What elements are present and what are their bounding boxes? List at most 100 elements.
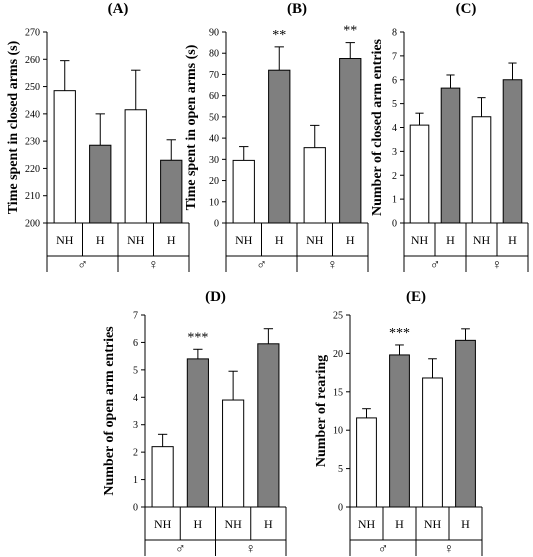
y-tick-label: 1: [133, 475, 138, 486]
y-tick-label: 5: [392, 99, 397, 110]
y-tick-label: 20: [333, 349, 343, 360]
x-tick-label: H: [395, 517, 404, 531]
chart-panel-5: (E) 0 5 10 15 20 25 Number of rearing NH H NH H ♂ ♀ **…: [314, 289, 482, 557]
chart-title: (B): [287, 1, 307, 17]
group-label: ♂: [430, 258, 441, 273]
y-axis-label: Number of open arm entries: [102, 326, 117, 496]
y-tick-label: 50: [209, 112, 219, 123]
x-tick-label: H: [346, 233, 355, 247]
group-label: ♀: [148, 258, 159, 273]
x-tick-label: H: [275, 233, 284, 247]
y-tick-label: 60: [209, 91, 219, 102]
y-tick-label: 0: [392, 219, 397, 230]
bar: [187, 359, 208, 507]
y-tick-label: 70: [209, 70, 219, 81]
x-tick-label: NH: [154, 517, 172, 531]
x-tick-label: H: [96, 233, 105, 247]
bar: [423, 378, 443, 507]
y-tick-label: 80: [209, 49, 219, 60]
chart-panel-1: (A) 200 210 220 230 240 250 260 270 Time spent in…: [6, 1, 189, 273]
y-tick-label: 3: [133, 420, 138, 431]
y-tick-label: 200: [25, 219, 40, 230]
y-tick-label: 90: [209, 28, 219, 39]
group-label: ♂: [256, 258, 267, 273]
x-tick-label: NH: [235, 233, 253, 247]
y-tick-label: 5: [338, 464, 343, 475]
bar: [410, 125, 429, 223]
x-tick-label: NH: [358, 517, 376, 531]
bar: [357, 418, 377, 507]
bar: [456, 340, 476, 507]
y-tick-label: 20: [209, 176, 219, 187]
group-label: ♀: [246, 542, 257, 557]
y-tick-label: 0: [338, 503, 343, 514]
x-tick-label: NH: [127, 233, 145, 247]
bar: [390, 355, 410, 507]
significance-mark: ***: [389, 326, 410, 341]
chart-panel-3: (C) 0 1 2 3 4 5 6 7 8 Number of closed arm entries…: [370, 1, 528, 273]
chart-title: (A): [108, 1, 129, 17]
chart-title: (D): [205, 289, 226, 305]
x-tick-label: NH: [473, 233, 491, 247]
group-label: ♂: [378, 542, 389, 557]
x-tick-label: NH: [306, 233, 324, 247]
y-tick-label: 210: [25, 191, 40, 202]
y-axis-label: Number of closed arm entries: [370, 38, 385, 216]
bar: [223, 400, 244, 507]
x-tick-label: H: [461, 517, 470, 531]
y-tick-label: 0: [133, 503, 138, 514]
y-tick-label: 15: [333, 387, 343, 398]
y-tick-label: 260: [25, 55, 40, 66]
significance-mark: **: [343, 24, 357, 39]
y-tick-label: 230: [25, 137, 40, 148]
y-tick-label: 4: [133, 393, 138, 404]
bar: [340, 59, 361, 223]
y-tick-label: 25: [333, 311, 343, 322]
bar: [125, 110, 146, 223]
y-tick-label: 4: [392, 123, 397, 134]
y-axis-label: Number of rearing: [314, 355, 329, 467]
significance-mark: **: [272, 28, 286, 43]
significance-mark: ***: [187, 330, 208, 345]
x-tick-label: H: [264, 517, 273, 531]
x-tick-label: H: [446, 233, 455, 247]
y-tick-label: 6: [133, 338, 138, 349]
chart-panel-4: (D) 0 1 2 3 4 5 6 7 Number of open arm entries NH H…: [102, 289, 286, 557]
y-axis-label: Time spent in open arms (s): [184, 44, 199, 210]
y-tick-label: 30: [209, 155, 219, 166]
bar: [90, 145, 111, 223]
bar: [161, 160, 182, 223]
y-tick-label: 220: [25, 164, 40, 175]
x-tick-label: H: [167, 233, 176, 247]
bar: [258, 344, 279, 507]
x-tick-label: NH: [411, 233, 429, 247]
x-tick-label: NH: [424, 517, 442, 531]
y-tick-label: 2: [392, 171, 397, 182]
group-label: ♀: [492, 258, 503, 273]
bar: [233, 160, 254, 223]
y-tick-label: 10: [209, 197, 219, 208]
y-tick-label: 270: [25, 28, 40, 39]
x-tick-label: NH: [56, 233, 74, 247]
x-tick-label: H: [508, 233, 517, 247]
chart-title: (C): [456, 1, 477, 17]
y-tick-label: 7: [392, 51, 397, 62]
bar: [304, 148, 325, 223]
y-tick-label: 250: [25, 82, 40, 93]
y-axis-label: Time spent in closed arms (s): [6, 40, 21, 214]
bar: [269, 70, 290, 223]
group-label: ♂: [175, 542, 186, 557]
bar: [472, 117, 491, 223]
y-tick-label: 7: [133, 311, 138, 322]
y-tick-label: 10: [333, 426, 343, 437]
group-label: ♀: [327, 258, 338, 273]
group-label: ♂: [77, 258, 88, 273]
y-tick-label: 5: [133, 365, 138, 376]
y-tick-label: 6: [392, 75, 397, 86]
y-tick-label: 1: [392, 195, 397, 206]
y-tick-label: 0: [214, 219, 219, 230]
chart-panel-2: (B) 0 10 20 30 40 50 60 70 80 90 Time spent in open…: [184, 1, 368, 273]
bar: [152, 447, 173, 507]
y-tick-label: 3: [392, 147, 397, 158]
